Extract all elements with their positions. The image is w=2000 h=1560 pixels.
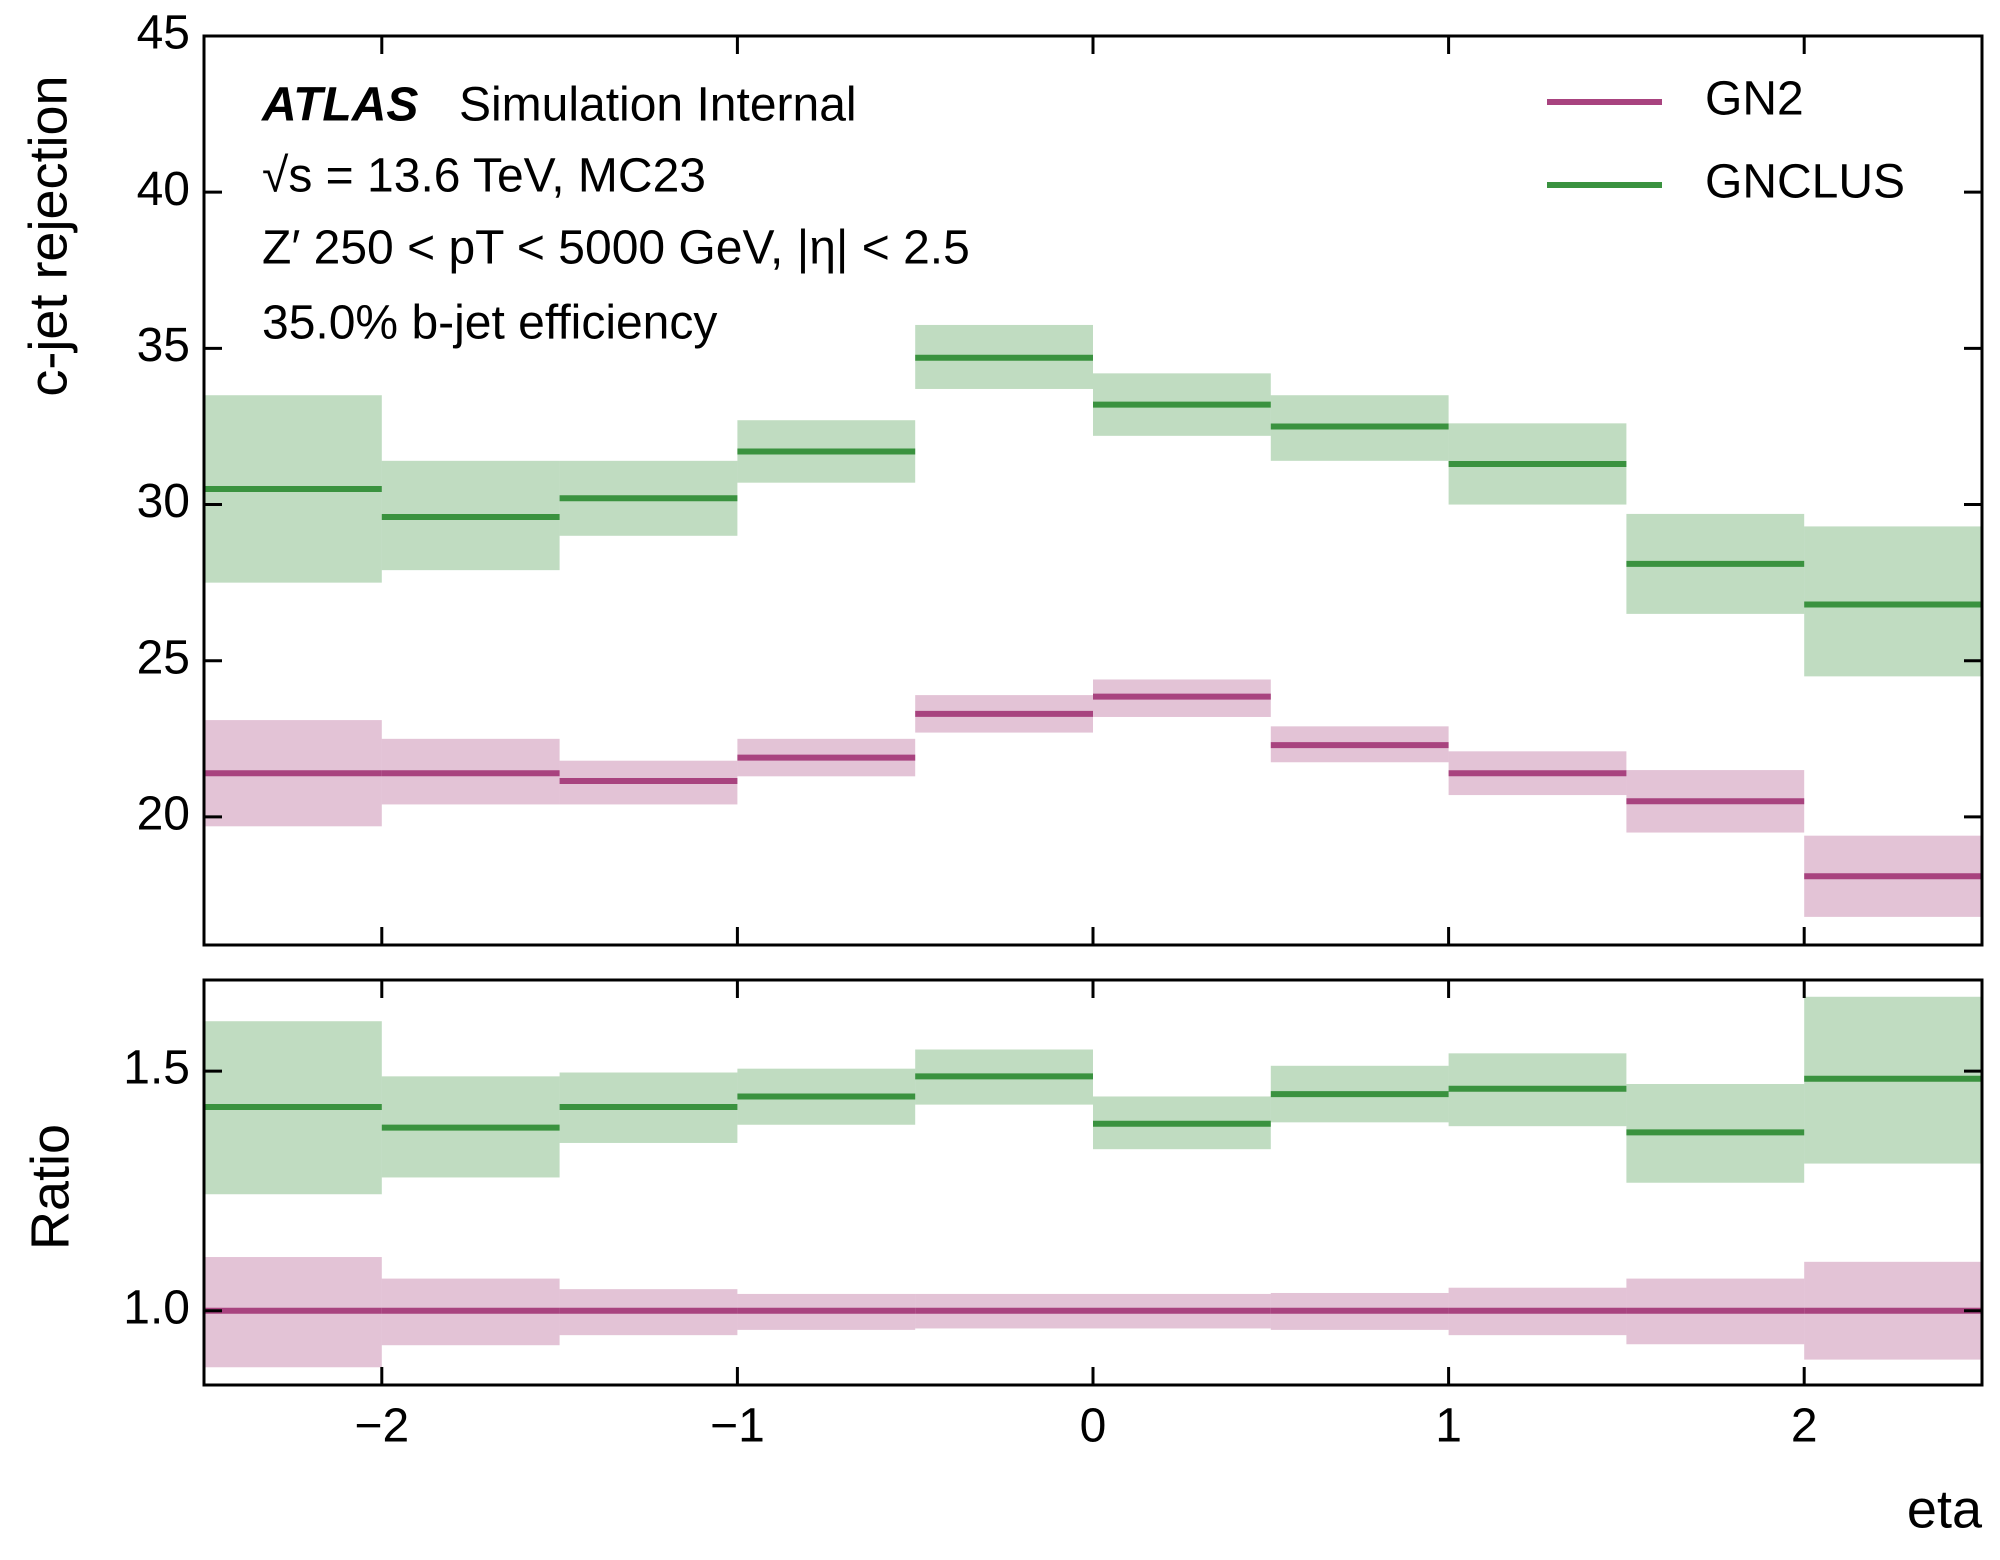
y-tick-label: 1.5 <box>123 1042 190 1095</box>
annotation: Z′ 250 < pT < 5000 GeV, |η| < 2.5 <box>262 222 970 275</box>
data-layer <box>204 996 1982 1368</box>
x-tick-label: 0 <box>1080 1400 1107 1453</box>
data-layer <box>204 324 1982 917</box>
annotation: √s = 13.6 TeV, MC23 <box>262 150 706 203</box>
y-tick-label: 30 <box>137 475 190 528</box>
y-tick-label: 40 <box>137 163 190 216</box>
y-axis-label: c-jet rejection <box>18 75 78 396</box>
annotation: ATLAS <box>261 79 418 132</box>
y-tick-label: 45 <box>137 7 190 60</box>
y-axis-label: Ratio <box>20 1124 80 1250</box>
x-axis-label: eta <box>1907 1479 1983 1539</box>
x-tick-label: −2 <box>354 1400 409 1453</box>
annotation: 35.0% b-jet efficiency <box>262 297 717 350</box>
y-tick-label: 35 <box>137 319 190 372</box>
legend-label: GNCLUS <box>1705 156 1905 209</box>
x-tick-label: 1 <box>1435 1400 1462 1453</box>
annotation: Simulation Internal <box>459 79 857 132</box>
x-tick-label: −1 <box>710 1400 765 1453</box>
x-tick-label: 2 <box>1791 1400 1818 1453</box>
y-tick-label: 20 <box>137 788 190 841</box>
legend-label: GN2 <box>1705 73 1804 126</box>
uncertainty-band <box>1804 526 1982 677</box>
y-tick-label: 25 <box>137 631 190 684</box>
plots: 20 25 30 35 40 45 GN2 GNCLUS 1.0 1.5 −2 −1 0 1 2 <box>123 7 1984 1453</box>
y-tick-label: 1.0 <box>123 1281 190 1334</box>
